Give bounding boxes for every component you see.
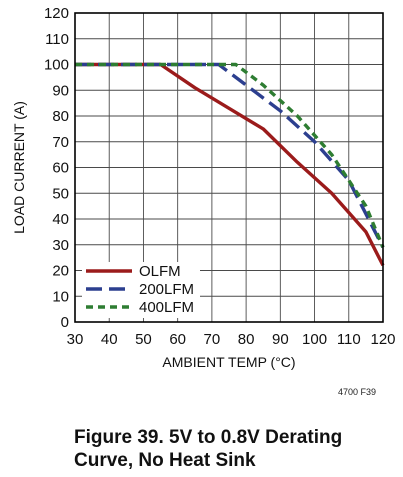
x-tick-label: 70 xyxy=(204,331,221,348)
y-tick-label: 110 xyxy=(45,31,69,48)
legend-label-200lfm: 200LFM xyxy=(139,281,194,298)
y-tick-label: 70 xyxy=(52,134,69,151)
legend-label-400lfm: 400LFM xyxy=(139,299,194,316)
y-tick-label: 50 xyxy=(52,185,69,202)
figure-caption: Figure 39. 5V to 0.8V Derating Curve, No… xyxy=(74,426,394,472)
x-tick-label: 40 xyxy=(101,331,118,348)
legend-label-olfm: OLFM xyxy=(139,263,181,280)
x-tick-label: 110 xyxy=(337,331,361,348)
x-tick-label: 120 xyxy=(370,331,395,348)
caption-line-1: Figure 39. 5V to 0.8V Derating xyxy=(74,427,343,448)
y-tick-label: 60 xyxy=(52,160,69,177)
y-tick-label: 20 xyxy=(52,263,69,280)
y-tick-label: 120 xyxy=(44,5,69,22)
y-tick-label: 0 xyxy=(61,314,69,331)
plot-frame xyxy=(74,12,384,323)
derating-chart: 30 40 50 60 70 80 90 100 110 120 0 10 20 30 40 50 60 70 80… xyxy=(11,5,396,370)
series-line-olfm xyxy=(75,62,385,267)
series-line-400lfm xyxy=(75,62,385,248)
figure-code: 4700 F39 xyxy=(338,387,377,397)
y-tick-label: 100 xyxy=(44,57,69,74)
x-tick-label: 100 xyxy=(302,331,327,348)
y-tick-label: 30 xyxy=(52,237,69,254)
y-tick-label: 40 xyxy=(52,211,69,228)
y-tick-label: 90 xyxy=(52,82,69,99)
tick-labels: 30 40 50 60 70 80 90 100 110 120 0 10 20 30 40 50 60 70 80… xyxy=(44,5,396,348)
x-tick-label: 30 xyxy=(67,331,84,348)
series-lines xyxy=(75,62,385,267)
y-tick-label: 10 xyxy=(52,288,69,305)
y-axis-label: LOAD CURRENT (A) xyxy=(11,101,27,234)
x-axis-label: AMBIENT TEMP (°C) xyxy=(162,354,295,370)
y-tick-label: 80 xyxy=(52,108,69,125)
series-line-200lfm xyxy=(75,62,385,249)
x-tick-label: 90 xyxy=(272,331,289,348)
caption-line-2: Curve, No Heat Sink xyxy=(74,450,256,471)
x-tick-label: 60 xyxy=(169,331,186,348)
x-tick-label: 80 xyxy=(238,331,255,348)
x-tick-label: 50 xyxy=(135,331,152,348)
